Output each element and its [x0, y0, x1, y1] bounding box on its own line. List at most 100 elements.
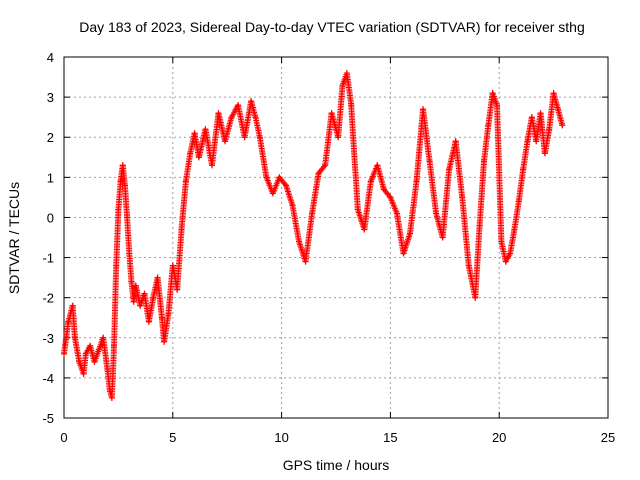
- data-point: [82, 350, 89, 357]
- data-point: [187, 150, 194, 157]
- data-point: [202, 126, 209, 133]
- data-point: [76, 358, 83, 365]
- data-point: [69, 302, 76, 309]
- data-point: [343, 70, 350, 77]
- data-point: [195, 154, 202, 161]
- data-point: [100, 334, 107, 341]
- data-point: [141, 290, 148, 297]
- data-point: [489, 90, 496, 97]
- data-point: [91, 358, 98, 365]
- y-tick-label: 2: [47, 130, 54, 145]
- data-point: [154, 274, 161, 281]
- data-point: [71, 334, 78, 341]
- data-point: [191, 130, 198, 137]
- data-point: [339, 82, 346, 89]
- data-point: [115, 206, 122, 213]
- data-point: [165, 310, 172, 317]
- data-point: [256, 134, 263, 141]
- data-point: [269, 190, 276, 197]
- x-tick-label: 20: [492, 430, 506, 445]
- data-point: [524, 138, 531, 145]
- y-tick-label: 0: [47, 210, 54, 225]
- data-point: [400, 250, 407, 257]
- x-tick-label: 25: [601, 430, 615, 445]
- data-point: [241, 134, 248, 141]
- data-point: [87, 342, 94, 349]
- data-point: [235, 102, 242, 109]
- data-point: [124, 214, 131, 221]
- data-point: [480, 158, 487, 165]
- data-point: [498, 238, 505, 245]
- y-tick-label: 4: [47, 50, 54, 65]
- grid: [64, 57, 608, 418]
- data-point: [494, 102, 501, 109]
- data-point: [282, 182, 289, 189]
- data-point: [452, 138, 459, 145]
- data-point: [130, 298, 137, 305]
- data-point: [108, 394, 115, 401]
- data-point: [520, 166, 527, 173]
- data-point: [406, 230, 413, 237]
- data-point: [65, 318, 72, 325]
- data-point: [252, 114, 259, 121]
- data-point: [302, 258, 309, 265]
- data-point: [289, 202, 296, 209]
- data-point: [335, 134, 342, 141]
- chart-title: Day 183 of 2023, Sidereal Day-to-day VTE…: [79, 19, 585, 35]
- data-point: [541, 150, 548, 157]
- data-point: [126, 250, 133, 257]
- data-point: [507, 250, 514, 257]
- y-tick-label: -3: [42, 331, 54, 346]
- y-axis-label: SDTVAR / TECUs: [6, 182, 22, 294]
- data-point: [537, 110, 544, 117]
- x-axis-ticks: 0 5 10 15 20 25: [60, 57, 615, 445]
- data-point: [348, 102, 355, 109]
- data-point: [137, 302, 144, 309]
- data-point: [502, 258, 509, 265]
- data-point: [528, 114, 535, 121]
- y-tick-label: -5: [42, 411, 54, 426]
- data-point: [515, 198, 522, 205]
- data-point: [182, 178, 189, 185]
- data-point: [315, 170, 322, 177]
- data-point: [367, 178, 374, 185]
- data-point: [296, 238, 303, 245]
- data-point: [433, 210, 440, 217]
- series-markers: [61, 70, 566, 401]
- data-point: [511, 226, 518, 233]
- data-point: [533, 138, 540, 145]
- y-tick-label: 1: [47, 170, 54, 185]
- data-point: [387, 194, 394, 201]
- data-point: [119, 162, 126, 169]
- data-point: [472, 294, 479, 301]
- data-point: [426, 158, 433, 165]
- data-point: [485, 122, 492, 129]
- x-axis-label: GPS time / hours: [283, 457, 390, 473]
- data-point: [446, 166, 453, 173]
- data-point: [158, 314, 165, 321]
- data-point: [178, 226, 185, 233]
- data-point: [61, 350, 67, 357]
- data-point: [128, 278, 135, 285]
- data-point: [393, 210, 400, 217]
- y-tick-label: -2: [42, 291, 54, 306]
- data-point: [104, 366, 111, 373]
- data-point: [413, 178, 420, 185]
- data-point: [95, 346, 102, 353]
- y-tick-label: -4: [42, 371, 54, 386]
- data-point: [228, 114, 235, 121]
- data-point: [161, 338, 168, 345]
- plot-area: [63, 56, 609, 419]
- x-tick-label: 10: [274, 430, 288, 445]
- data-point: [322, 162, 329, 169]
- data-point: [248, 98, 255, 105]
- data-point: [550, 90, 557, 97]
- data-point: [380, 186, 387, 193]
- data-point: [309, 210, 316, 217]
- data-point: [465, 262, 472, 269]
- data-point: [208, 162, 215, 169]
- data-point: [374, 162, 381, 169]
- x-tick-label: 5: [169, 430, 176, 445]
- data-series: [61, 70, 566, 401]
- data-point: [145, 318, 152, 325]
